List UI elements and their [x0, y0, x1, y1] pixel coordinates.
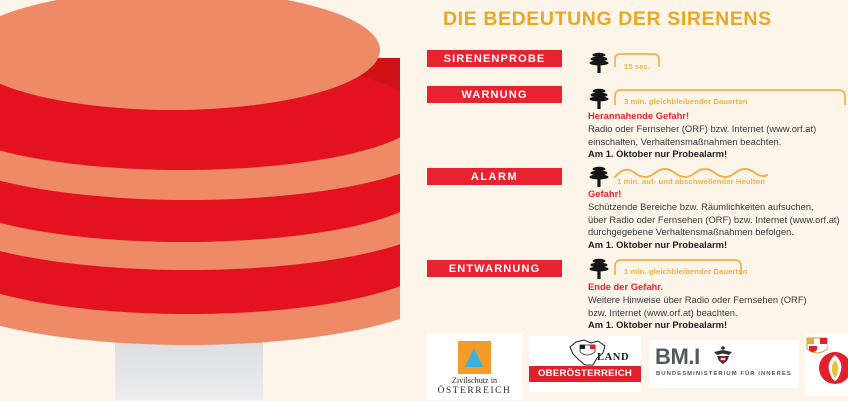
bmi-mark: BM.I	[655, 344, 700, 369]
siren-graphic	[0, 0, 400, 400]
siren-icon	[588, 164, 610, 188]
tone-curve-steady	[613, 88, 847, 111]
signal-line: durchgegebene Verhaltensmaßnahmen befolg…	[588, 226, 794, 238]
tone-label-warnung: 3 min. gleichbleibender Dauerton	[624, 97, 748, 106]
bmi-subtitle: BUNDESMINISTERIUM FÜR INNERES	[656, 371, 792, 377]
tone-curve-wave	[613, 164, 769, 189]
ooe-band-white-bottom	[529, 382, 641, 392]
logo-land-oberoesterreich: LAND OBERÖSTERREICH	[529, 336, 641, 392]
page-title: DIE BEDEUTUNG DER SIRENENS	[443, 8, 772, 30]
tone-label-alarm: 1 min. auf- und abschwellender Heulton	[617, 177, 766, 186]
signal-heading: Herannahende Gefahr!	[588, 110, 690, 121]
zivilschutz-line2: ÖSTERREICH	[437, 386, 512, 396]
logo-zivilschutz: Zivilschutz in ÖSTERREICH	[427, 334, 522, 400]
badge-warnung[interactable]: WARNUNG	[427, 86, 562, 103]
coat-of-arms	[805, 334, 848, 396]
signal-line: über Radio oder Fernsehen (ORF) bzw. Int…	[588, 213, 840, 225]
siren-icon	[588, 86, 610, 110]
signal-text-entwarnung: Ende der Gefahr. Weitere Hinweise über R…	[588, 281, 848, 332]
siren-icon	[588, 50, 610, 74]
upper-austria-map-icon	[567, 338, 609, 373]
tone-label-entwarnung: 1 min. gleichbleibender Dauerton	[624, 267, 748, 276]
zivilschutz-line1: Zivilschutz in	[451, 376, 498, 385]
tone-curve-steady	[613, 258, 743, 281]
signal-line: bzw. Internet (www.orf.at) beachten.	[588, 306, 738, 318]
signal-note: Am 1. Oktober nur Probealarm!	[588, 319, 728, 331]
signal-line: Weitere Hinweise über Radio oder Fernseh…	[588, 294, 807, 306]
logo-strip: Zivilschutz in ÖSTERREICH LAND OBERÖSTER…	[427, 334, 848, 400]
logo-bmi: BM.I BUNDESMINISTERIUM FÜR INNERES	[649, 340, 799, 388]
ooe-name-label: OBERÖSTERREICH	[537, 367, 633, 379]
badge-alarm[interactable]: ALARM	[427, 168, 562, 185]
badge-sirenenprobe[interactable]: SIRENENPROBE	[427, 50, 562, 67]
badge-entwarnung[interactable]: ENTWARNUNG	[427, 260, 562, 277]
eagle-icon	[712, 343, 734, 372]
signal-text-alarm: Gefahr! Schützende Bereiche bzw. Räumlic…	[588, 188, 848, 251]
siren-icon	[588, 256, 610, 280]
signal-note: Am 1. Oktober nur Probealarm!	[588, 238, 728, 250]
tone-label-sirenenprobe: 15 sec.	[624, 62, 651, 71]
ooe-band-red	[529, 366, 641, 382]
ooe-land-label: LAND	[597, 352, 630, 363]
signal-heading: Gefahr!	[588, 188, 622, 199]
signal-line: einschalten, Verhaltensmaßnahmen beachte…	[588, 135, 782, 147]
signal-line: Radio oder Fernseher (ORF) bzw. Internet…	[588, 123, 817, 135]
tone-curve-steady	[613, 52, 661, 73]
signal-heading: Ende der Gefahr.	[588, 281, 664, 292]
signal-text-warnung: Herannahende Gefahr! Radio oder Fernsehe…	[588, 110, 848, 161]
zivilschutz-triangle-icon	[465, 348, 483, 367]
signal-note: Am 1. Oktober nur Probealarm!	[588, 148, 728, 160]
siren-illustration	[0, 0, 400, 400]
signal-line: Schützende Bereiche bzw. Räumlichkeiten …	[588, 201, 814, 213]
